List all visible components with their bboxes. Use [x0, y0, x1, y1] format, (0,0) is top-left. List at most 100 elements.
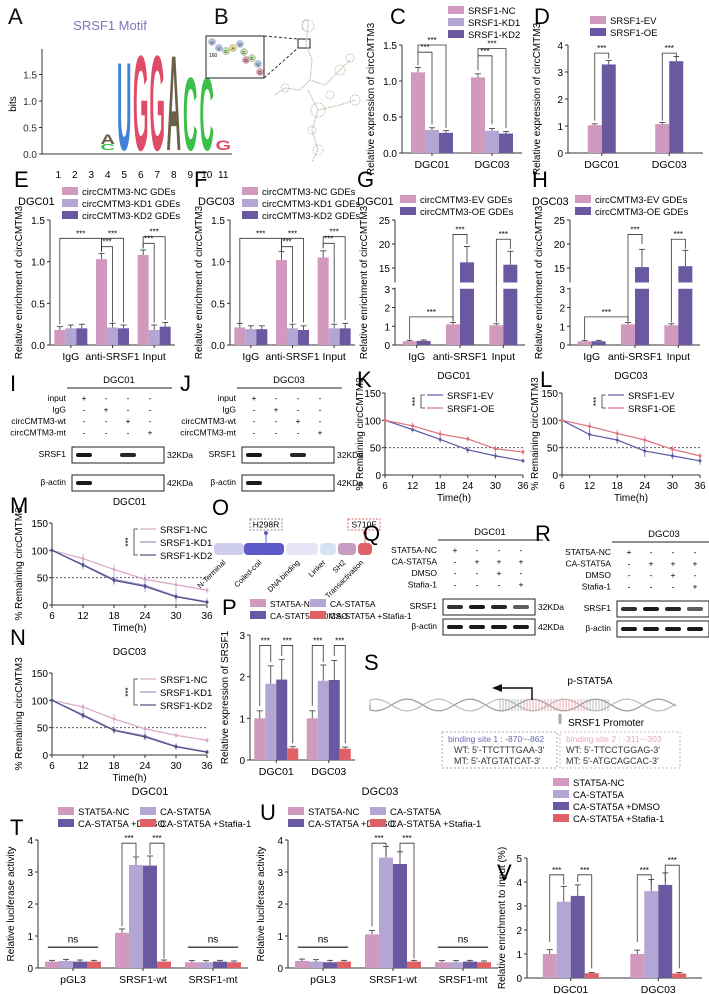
significance-bracket — [577, 874, 593, 969]
condition-label: CA-STAT5A — [566, 559, 612, 569]
blot-frame — [71, 446, 165, 464]
legend-swatch — [370, 807, 386, 815]
significance-label: *** — [144, 234, 153, 243]
data-point — [143, 584, 147, 588]
condition-sign: + — [671, 559, 676, 569]
panel-j: J DGC03 input + - - - IgG - + - - circCMTM3-wt - - + - ci… — [180, 365, 363, 492]
data-point — [521, 459, 525, 463]
x-tick-label: SRSF1-wt — [369, 974, 417, 986]
blot-frame — [616, 620, 709, 638]
panel-b: B U U C A U C G C U G 160 — [200, 0, 370, 165]
panel-label: G — [357, 167, 374, 192]
x-tick-label: DGC01 — [259, 766, 294, 778]
condition-sign: + — [693, 582, 698, 592]
significance-bracket — [661, 52, 677, 121]
data-point — [411, 424, 415, 428]
significance-bracket — [121, 842, 137, 927]
legend-label: circCMTM3-OE GDEs — [420, 207, 514, 218]
legend-label: SRSF1-KD1 — [468, 18, 520, 29]
significance-label: *** — [124, 537, 133, 546]
significance-label: *** — [668, 856, 677, 865]
x-tick-label: 5 — [121, 170, 127, 181]
y-axis-label: Relative luciferase activity — [256, 846, 267, 961]
legend-swatch — [553, 814, 569, 822]
y-axis-label: Relative enrichment of circCMTM3 — [14, 205, 25, 359]
significance-label: *** — [152, 834, 161, 843]
data-point — [50, 548, 54, 552]
legend-label: CA-STAT5A +DMSO — [270, 611, 348, 621]
condition-sign: - — [650, 570, 653, 580]
legend-label: circCMTM3-NC GDEs — [82, 187, 176, 198]
x-tick-label: 36 — [201, 761, 213, 772]
y-axis-label: Relative enrichment of circCMTM3 — [359, 205, 370, 359]
protein-band — [469, 605, 485, 609]
condition-sign: - — [694, 547, 697, 557]
y-tick-label: 4 — [277, 836, 283, 847]
x-tick-label: Input — [322, 351, 345, 363]
significance-bracket — [477, 48, 507, 128]
significance-bracket — [281, 246, 293, 323]
y-tick-label: 100 — [364, 416, 381, 427]
condition-sign: - — [476, 580, 479, 590]
panel-f: F DGC03 circCMTM3-NC GDEs circCMTM3-KD1 GDE… — [180, 165, 360, 365]
x-tick-label: DGC03 — [641, 984, 676, 994]
legend-swatch — [370, 819, 386, 827]
data-point — [112, 717, 116, 721]
kda-label: 32KDa — [337, 450, 363, 460]
nucleotide-letter: C — [242, 50, 246, 55]
y-axis-label: Relative enrichment of circCMTM3 — [194, 205, 205, 359]
x-tick-label: DGC03 — [311, 766, 346, 778]
kda-label: 32KDa — [538, 602, 564, 612]
bar — [227, 962, 241, 968]
legend-swatch — [242, 211, 258, 219]
bar — [339, 328, 351, 345]
panel-label: D — [534, 4, 550, 29]
legend-label: circCMTM3-EV GDEs — [595, 195, 688, 206]
y-tick-label: 1 — [557, 122, 563, 133]
bar — [402, 341, 417, 345]
protein-band — [246, 453, 262, 457]
chart-title: DGC03 — [113, 647, 147, 658]
x-tick-label: SRSF1-mt — [438, 974, 487, 986]
legend-swatch — [553, 778, 569, 786]
significance-bracket — [495, 238, 511, 323]
legend-label: SRSF1-NC — [160, 525, 208, 536]
x-tick-label: anti-SRSF1 — [608, 351, 662, 363]
data-point — [615, 431, 619, 435]
significance-bracket — [101, 246, 113, 323]
tf-label: p-STAT5A — [567, 676, 613, 687]
chart-title: DGC03 — [614, 371, 648, 382]
protein-label: β-actin — [585, 623, 611, 633]
motif-title: SRSF1 Motif — [73, 18, 147, 33]
nucleotide-letter: U — [256, 62, 259, 67]
data-point — [438, 432, 442, 436]
blot-frame — [616, 600, 709, 618]
nucleotide-circle — [215, 44, 223, 52]
y-tick-label: 1.0 — [31, 258, 45, 269]
chart-l: L DGC03 0 50 100 150 6 12 18 24 30 36 Time(h) % Remai… — [530, 367, 706, 504]
x-tick-label: IgG — [242, 351, 259, 363]
logo-letter: G — [133, 27, 149, 180]
kda-label: 42KDa — [167, 478, 193, 488]
bar — [306, 718, 318, 760]
bar — [45, 961, 59, 968]
y-tick-label: 1.5 — [211, 216, 225, 227]
significance-label: *** — [552, 866, 561, 875]
y-tick-label: 0.0 — [383, 149, 397, 160]
x-tick-label: 4 — [105, 170, 111, 181]
blot-frame — [241, 446, 335, 464]
bar — [159, 326, 171, 345]
y-tick-label: 4 — [27, 836, 33, 847]
data-point — [411, 428, 415, 432]
bar — [76, 328, 88, 345]
data-point — [670, 447, 674, 451]
y-tick-label: 0 — [384, 341, 390, 352]
significance-bracket — [142, 242, 155, 323]
legend-label: CA-STAT5A — [330, 599, 376, 609]
legend-swatch — [400, 207, 416, 215]
legend-swatch — [250, 611, 266, 619]
legend-swatch — [310, 599, 326, 607]
significance-bracket — [133, 678, 138, 706]
